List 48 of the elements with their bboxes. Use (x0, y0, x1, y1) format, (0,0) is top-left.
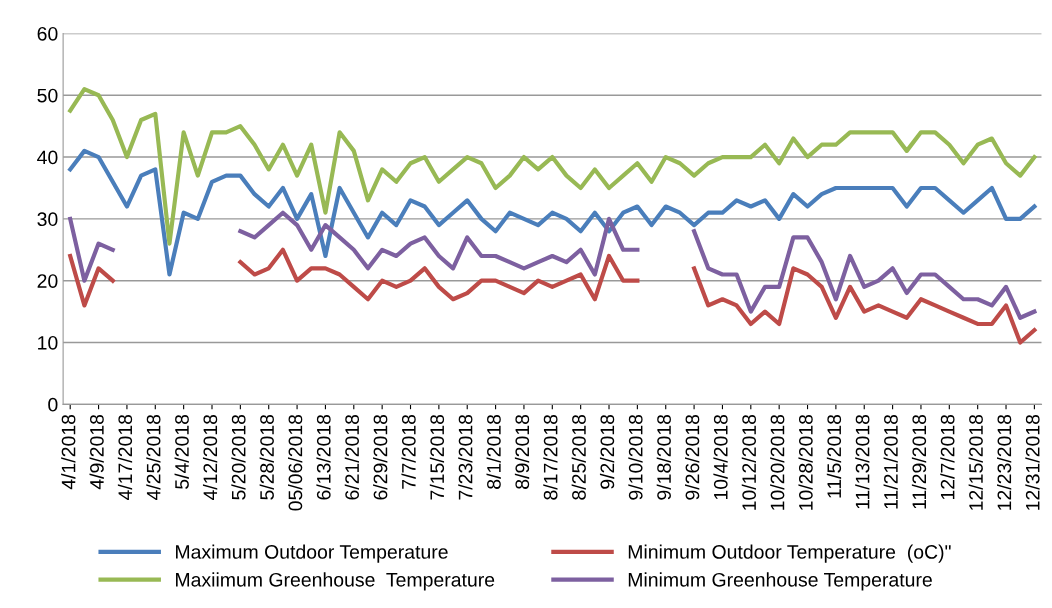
x-tick-label: 4/25/2018 (146, 414, 161, 501)
x-tick-label: 8/17/2018 (543, 414, 558, 500)
x-tick-label: 6/29/2018 (373, 414, 388, 500)
x-tick-label: 11/5/2018 (826, 414, 842, 498)
x-tick-label: 5/4/2018 (174, 414, 189, 489)
x-tick-label: 9/26/2018 (685, 414, 700, 500)
legend-label: Minimum Outdoor Temperature (oC)" (628, 544, 951, 563)
x-tick-label: 9/18/2018 (656, 414, 671, 500)
x-tick-label: 4/1/2018 (61, 414, 76, 490)
x-tick-label: 8/25/2018 (571, 414, 586, 500)
x-tick-label: 9/2/2018 (599, 414, 615, 489)
x-tick-label: 4/12/2018 (202, 414, 218, 501)
line-series (68, 148, 1037, 277)
x-tick-label: 8/1/2018 (486, 414, 501, 489)
x-tick-label: 5/20/2018 (231, 414, 246, 500)
y-tick-label: 50 (37, 88, 58, 103)
y-tick-label: 60 (37, 26, 58, 41)
x-tick-label: 4/9/2018 (89, 414, 104, 490)
x-tick-label: 11/29/2018 (911, 414, 927, 509)
x-tick-label: 05/06/2018 (288, 414, 303, 511)
x-tick-label: 7/15/2018 (429, 414, 445, 500)
x-tick-label: 12/23/2018 (996, 414, 1012, 510)
x-tick-label: 11/13/2018 (855, 414, 870, 509)
y-tick-label: 20 (37, 274, 58, 288)
x-tick-label: 12/15/2018 (968, 414, 983, 510)
x-tick-label: 6/21/2018 (344, 414, 360, 500)
x-tick-label: 4/17/2018 (117, 414, 133, 501)
x-tick-label: 8/9/2018 (514, 414, 530, 489)
x-tick-label: 9/10/2018 (628, 414, 643, 500)
y-tick-label: 40 (37, 150, 58, 165)
x-tick-label: 5/28/2018 (259, 414, 274, 500)
x-tick-label: 10/12/2018 (741, 414, 757, 510)
x-tick-label: 7/23/2018 (458, 414, 473, 500)
x-tick-label: 6/13/2018 (316, 414, 331, 500)
line-series (68, 86, 1037, 246)
legend-label: Maxiimum Greenhouse Temperature (176, 572, 495, 591)
legend-label: Minimum Greenhouse Temperature (628, 572, 932, 591)
y-tick-label: 0 (48, 397, 58, 412)
x-tick-label: 10/28/2018 (798, 414, 813, 510)
legend-label: Maximum Outdoor Temperature (176, 544, 448, 563)
x-tick-label: 11/21/2018 (883, 414, 898, 509)
x-tick-label: 12/31/2018 (1025, 414, 1040, 510)
y-tick-label: 30 (37, 212, 58, 227)
x-tick-label: 10/4/2018 (713, 414, 728, 500)
x-tick-label: 10/20/2018 (770, 414, 785, 510)
y-tick-label: 10 (38, 335, 58, 350)
x-tick-label: 12/7/2018 (940, 414, 955, 500)
x-tick-label: 7/7/2018 (401, 414, 416, 489)
